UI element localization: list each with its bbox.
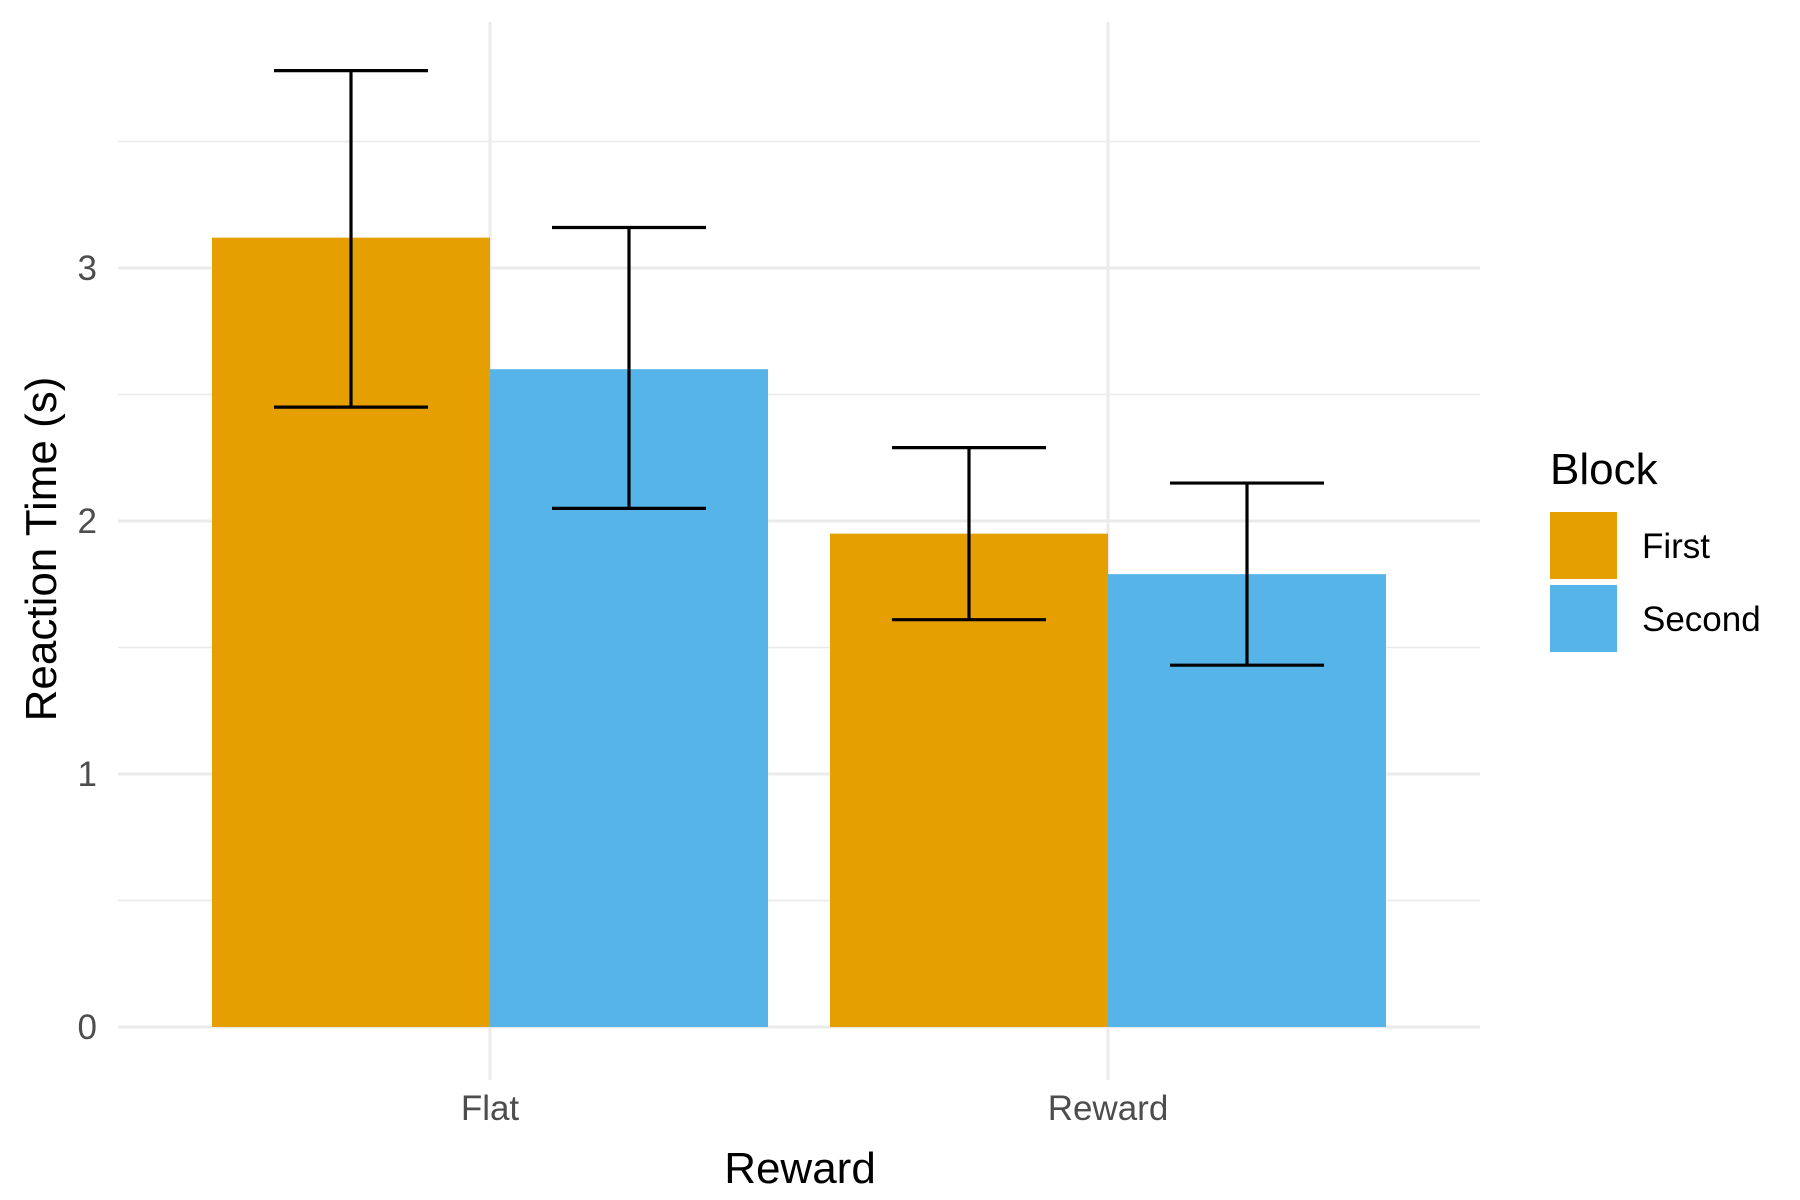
legend-key [1550, 585, 1617, 652]
legend-label: First [1642, 527, 1710, 566]
legend-label: Second [1642, 600, 1761, 639]
x-axis-title: Reward [724, 1144, 876, 1193]
x-tick-label: Flat [461, 1089, 520, 1128]
y-tick-label: 1 [78, 755, 97, 794]
y-axis-ticks: 0 1 2 3 [78, 249, 97, 1047]
error-bar-flat-first [274, 69, 428, 409]
x-tick-label: Reward [1048, 1089, 1169, 1128]
legend-items: First Second [1550, 512, 1761, 652]
error-bar-reward-second [1170, 481, 1324, 667]
error-bar-reward-first [892, 446, 1046, 622]
error-bars [274, 69, 1324, 667]
y-tick-label: 3 [78, 249, 97, 288]
legend-item-first: First [1550, 512, 1710, 579]
legend-item-second: Second [1550, 585, 1761, 652]
legend-key [1550, 512, 1617, 579]
y-tick-label: 0 [78, 1008, 97, 1047]
error-bar-flat-second [552, 225, 706, 510]
y-tick-label: 2 [78, 502, 97, 541]
bars [212, 237, 1386, 1027]
x-axis-ticks: Flat Reward [461, 1089, 1168, 1128]
y-axis-title: Reaction Time (s) [17, 377, 66, 722]
legend-title: Block [1550, 445, 1659, 494]
legend: Block First Second [1550, 445, 1761, 652]
